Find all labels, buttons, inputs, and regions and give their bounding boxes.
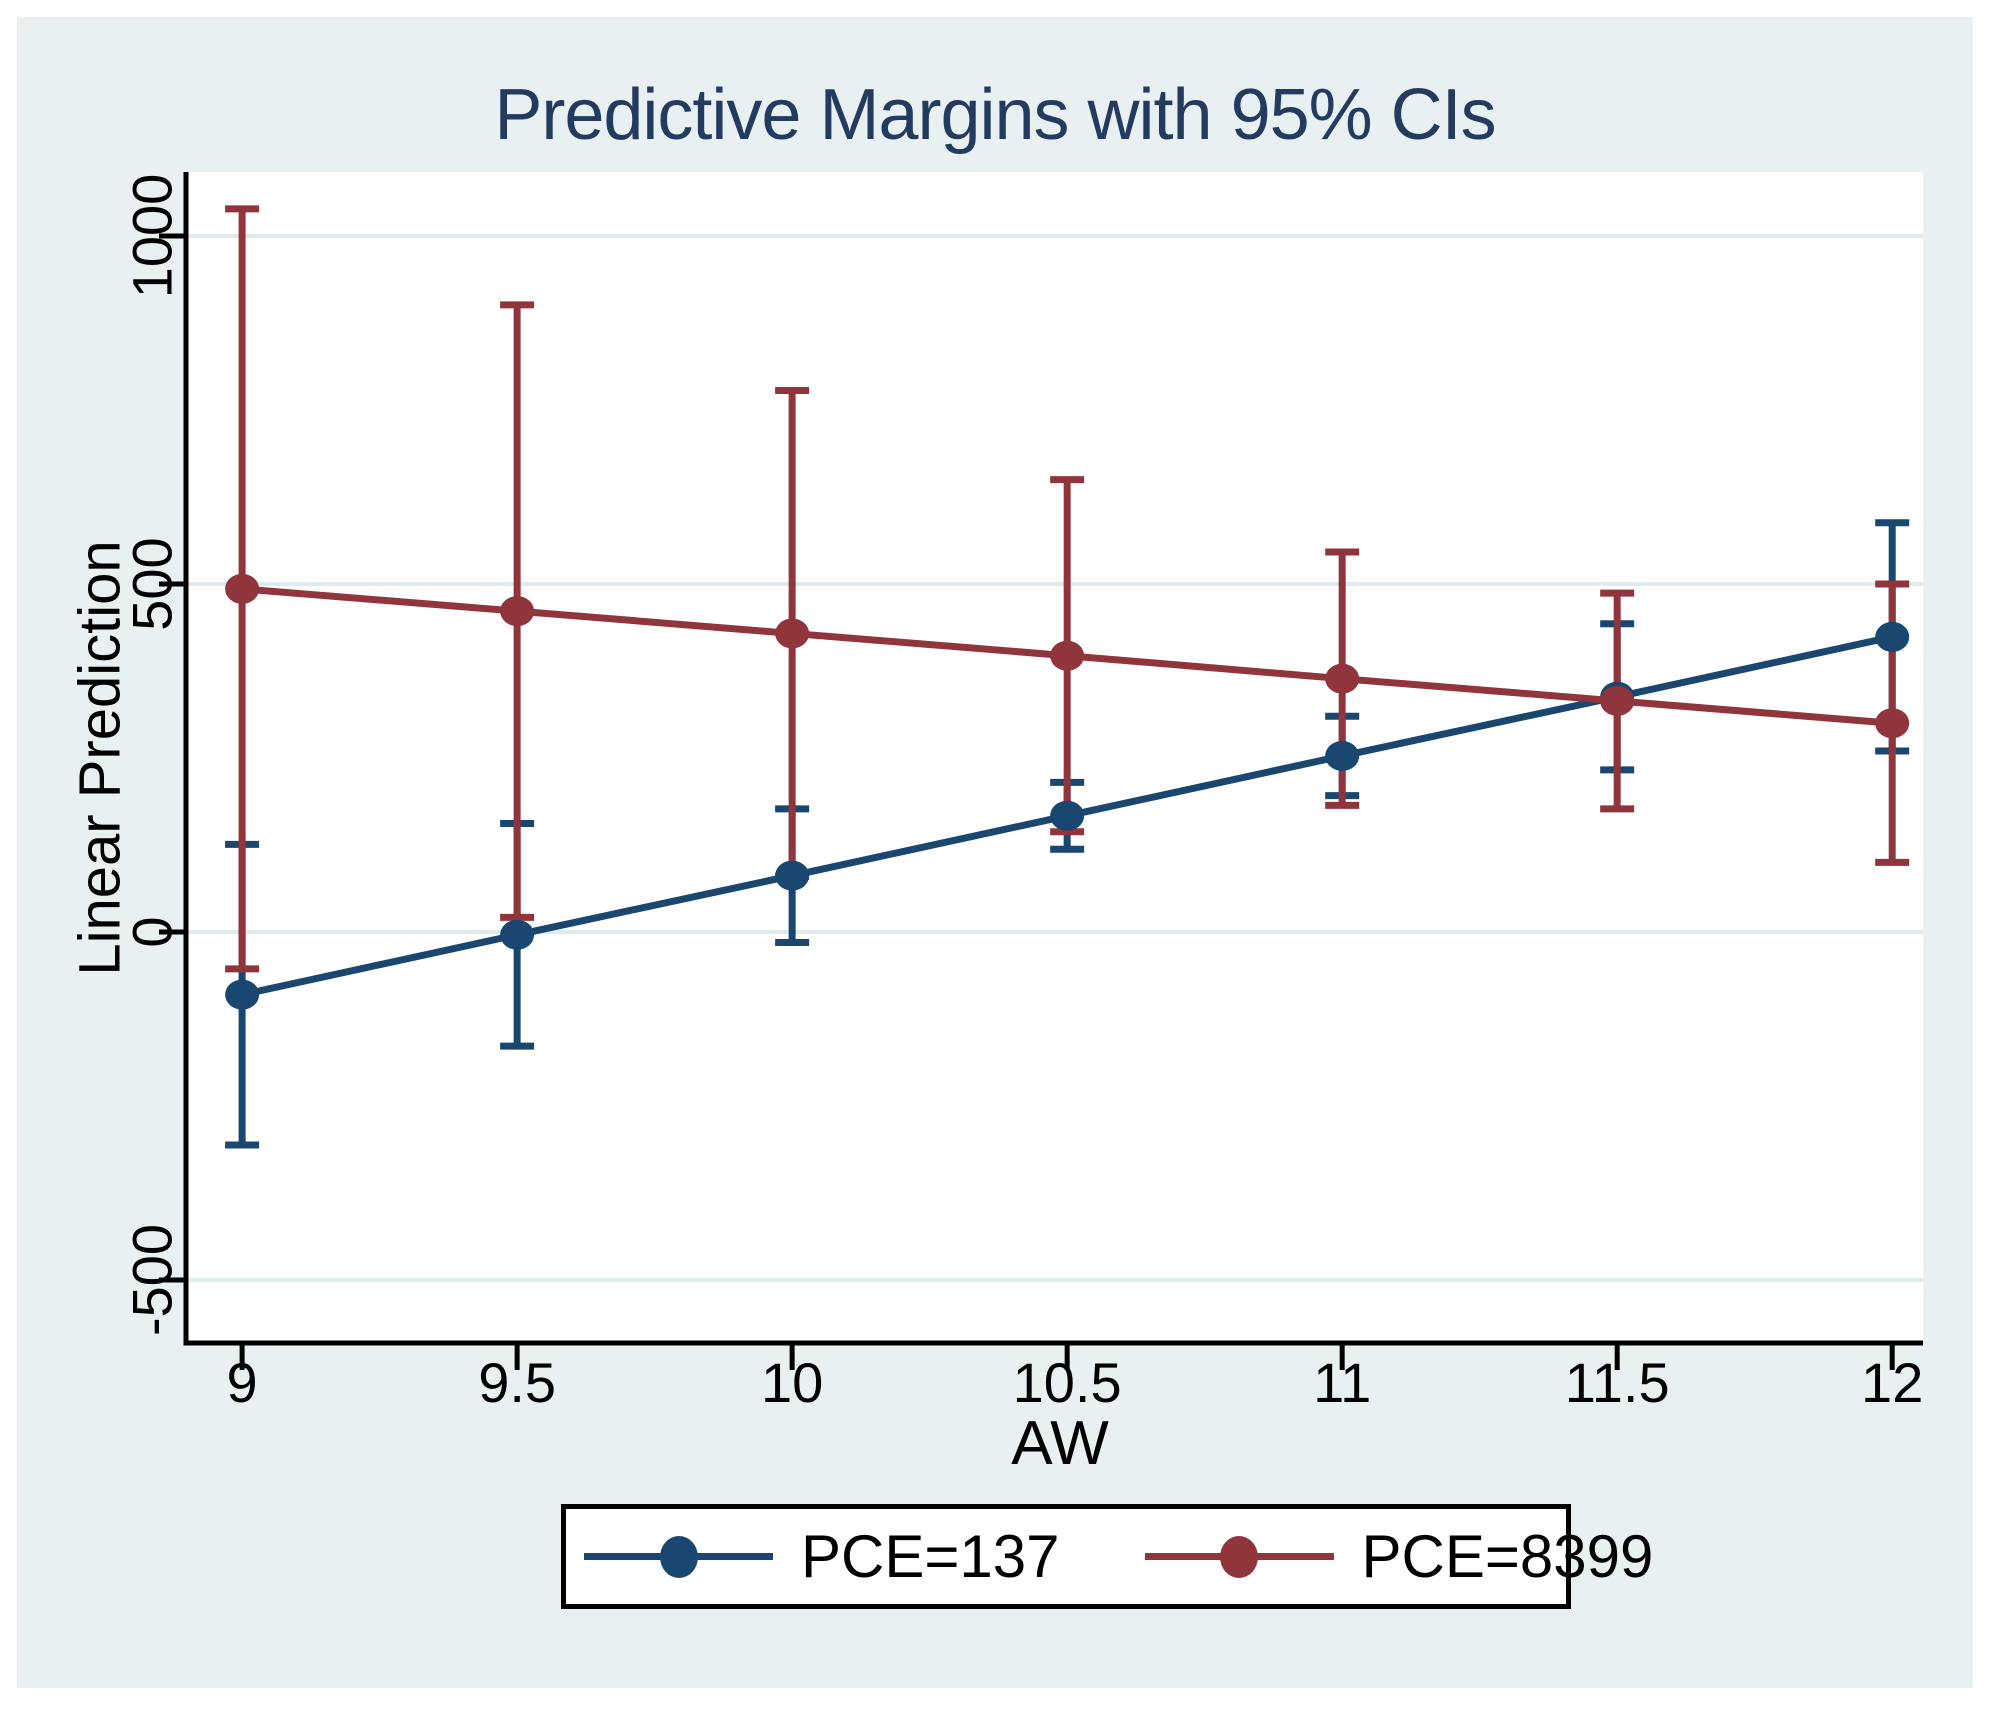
data-point-marker (225, 979, 260, 1010)
data-point-marker (775, 618, 810, 649)
axes (183, 172, 1923, 1346)
y-tick-label: 0 (121, 916, 184, 947)
legend-line-marker-maroon-icon (1144, 1534, 1334, 1580)
x-tick-label: 9 (227, 1351, 258, 1414)
x-tick-label: 11 (1313, 1351, 1371, 1414)
data-point-marker (1600, 685, 1635, 716)
data-point-marker (500, 596, 535, 627)
x-tick-label: 10 (761, 1351, 823, 1414)
chart-title: Predictive Margins with 95% CIs (494, 75, 1496, 155)
x-tick-label: 12 (1861, 1351, 1923, 1414)
data-point-marker (225, 573, 260, 604)
y-ticks (159, 233, 186, 1283)
legend-label-pce8399: PCE=8399 (1361, 1523, 1654, 1590)
legend-line-marker-navy-icon (584, 1534, 773, 1580)
x-tick-label: 9.5 (478, 1351, 556, 1414)
y-tick-labels: -500 0 500 1000 (121, 174, 184, 1336)
data-point-marker (1875, 621, 1910, 652)
data-point-marker (500, 919, 535, 950)
x-tick-labels: 9 9.5 10 10.5 11 11.5 12 (227, 1351, 1924, 1414)
x-tick-label: 11.5 (1565, 1351, 1670, 1414)
data-point-marker (775, 860, 810, 891)
data-point-marker (1325, 663, 1360, 694)
legend-item-pce137: PCE=137 (584, 1522, 1060, 1591)
legend-label-pce137: PCE=137 (801, 1523, 1060, 1590)
y-tick-label: 500 (121, 537, 184, 630)
plot-background (186, 172, 1923, 1343)
x-axis-title: AW (1011, 1409, 1109, 1478)
y-tick-label: -500 (121, 1224, 184, 1336)
data-point-marker (1050, 640, 1085, 671)
y-tick-label: 1000 (121, 174, 184, 299)
data-point-marker (1875, 708, 1910, 739)
y-gridlines (186, 234, 1923, 1283)
data-point-marker (1325, 740, 1360, 771)
legend: PCE=137 PCE=8399 (561, 1504, 1653, 1609)
data-point-marker (1050, 800, 1085, 831)
x-ticks (239, 1343, 1895, 1370)
y-axis-title: Linear Prediction (67, 540, 133, 976)
series-markers-1 (225, 573, 1910, 739)
legend-item-pce8399: PCE=8399 (1144, 1522, 1654, 1591)
x-tick-label: 10.5 (1013, 1351, 1122, 1414)
